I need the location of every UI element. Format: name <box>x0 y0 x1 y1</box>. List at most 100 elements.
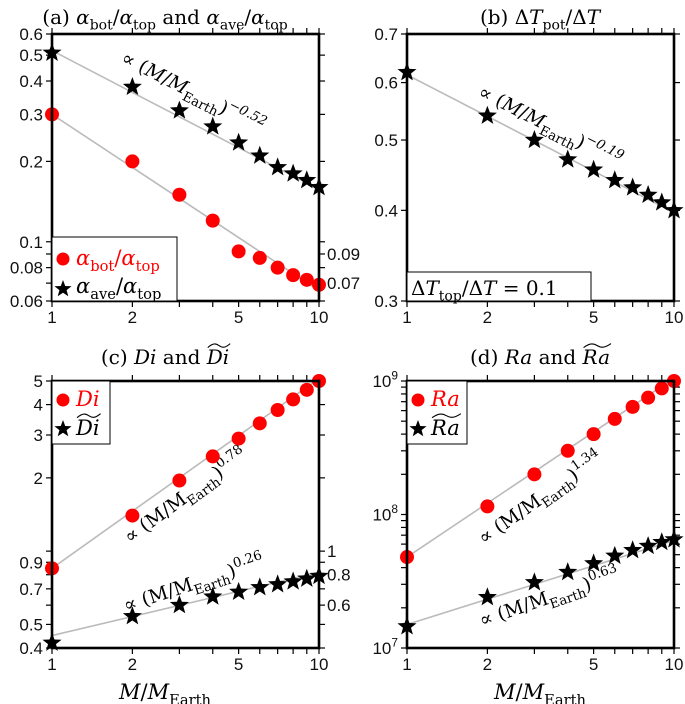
circle-marker <box>286 268 301 283</box>
x-tick-label: 1 <box>47 308 56 327</box>
circle-marker <box>125 154 140 169</box>
y-tick-label: 0.7 <box>19 580 43 599</box>
panel-c: (c) Di and Di 1 2 5 10 0.4 0.5 0.6 0.7 0.8 0.9 1 2 3 4… <box>19 343 351 704</box>
legend: Di Di <box>51 380 111 445</box>
fit-annotation: ∝ (M/MEarth)−0.19 <box>473 79 627 177</box>
panel-b: (b) ΔTpot/ΔT1 2 5 100.30.40.50.60.7∝ (M/MEa… <box>374 5 684 327</box>
star-marker <box>605 170 625 189</box>
star-marker <box>652 192 672 211</box>
y-tick-label: 0.5 <box>374 131 398 150</box>
x-tick-label: 5 <box>589 655 598 674</box>
star-marker <box>54 280 72 297</box>
x-tick-label: 10 <box>665 655 684 674</box>
plot-frame <box>405 379 676 650</box>
y-tick-label: 0.4 <box>19 72 43 91</box>
y-tick-label: 0.2 <box>19 152 43 171</box>
legend-label: Di <box>75 416 100 440</box>
fit-annotation: ∝ (M/MEarth)0.78 <box>119 442 255 552</box>
legend-box <box>406 380 468 445</box>
star-marker <box>558 562 578 581</box>
panel-title: (d) Ra and Ra <box>470 345 610 369</box>
x-tick-label: 2 <box>483 308 492 327</box>
circle-marker <box>299 272 314 287</box>
label-part: ∝ (M/M <box>474 490 545 549</box>
y-tick-label: 0.8 <box>327 566 351 585</box>
label-part: −0.19 <box>583 132 627 164</box>
label-part: α <box>121 246 135 270</box>
label-part: −0.52 <box>226 98 269 130</box>
label-part: 0.26 <box>231 548 264 571</box>
star-marker <box>409 420 427 437</box>
plot-frame <box>50 32 321 303</box>
y-tick-label: 0.6 <box>19 25 43 44</box>
legend-box <box>51 236 178 302</box>
y-tick-label: 3 <box>34 426 43 445</box>
label-part: ave <box>90 286 116 303</box>
label-part: Δ <box>411 276 425 300</box>
legend: Ra Ra <box>406 380 468 445</box>
label-part: α <box>76 274 90 298</box>
circle-marker <box>286 392 301 407</box>
label-part: (c) <box>101 345 134 369</box>
x-axis-label: M/MEarth <box>118 680 212 704</box>
label-part: (a) <box>42 5 76 29</box>
x-tick-label: 10 <box>665 308 684 327</box>
fit-annotation: ∝ (M/MEarth)−0.52 <box>116 45 270 142</box>
star-marker <box>524 130 544 149</box>
note-text: ΔTtop/ΔT = 0.1 <box>411 276 558 305</box>
label-part: Di <box>75 387 100 411</box>
label-part: / <box>141 680 149 704</box>
legend-label: Ra <box>430 387 460 411</box>
star-marker <box>283 163 303 182</box>
legend-circle-icon <box>56 252 70 266</box>
label-part: top <box>265 18 288 34</box>
tilde-accent <box>431 413 462 419</box>
tilde-accent <box>76 413 101 419</box>
x-tick-label: 1 <box>402 655 411 674</box>
star-marker <box>652 532 672 551</box>
y-tick-label: 0.9 <box>19 553 43 572</box>
label-part: / <box>114 246 122 270</box>
x-tick-label: 5 <box>234 308 243 327</box>
fit-line <box>51 113 320 292</box>
circle-marker <box>205 449 220 464</box>
circle-marker <box>625 399 640 414</box>
circle-marker <box>527 467 542 482</box>
star-marker <box>122 606 142 625</box>
label-part: / <box>516 680 524 704</box>
label-part: top <box>133 18 156 34</box>
label-part: 7 <box>391 635 398 649</box>
panel-title: (c) Di and Di <box>101 345 229 369</box>
star-marker <box>297 170 317 189</box>
star-marker <box>638 184 658 204</box>
label-part: T <box>483 276 498 300</box>
circle-marker <box>231 244 246 259</box>
y-tick-label: 2 <box>34 469 43 488</box>
legend-label: Ra <box>430 416 460 440</box>
star-marker <box>638 536 658 555</box>
label-part: T <box>587 5 602 29</box>
star-marker <box>203 586 223 605</box>
y-tick-label: 0.09 <box>327 245 360 264</box>
y-tick-label: 107 <box>372 635 398 658</box>
y-tick-label: 0.5 <box>19 615 43 634</box>
label-part: 10 <box>372 639 391 658</box>
circle-marker <box>586 427 601 442</box>
label-part: α <box>251 5 265 29</box>
label-part: T <box>425 276 440 300</box>
star-marker <box>122 76 142 96</box>
label-part: (b) Δ <box>480 5 529 29</box>
star-marker <box>283 571 303 590</box>
y-tick-label: 0.3 <box>374 292 398 311</box>
y-tick-label: 0.4 <box>19 639 43 658</box>
label-part: /Δ <box>566 5 587 29</box>
label-part: T <box>529 5 544 29</box>
star-marker <box>203 116 223 135</box>
label-part: α <box>76 246 90 270</box>
x-tick-label: 1 <box>402 308 411 327</box>
circle-marker <box>480 499 495 514</box>
label-part: Ra <box>430 387 460 411</box>
y-tick-label: 0.4 <box>374 201 398 220</box>
legend-circle-icon <box>411 393 425 407</box>
